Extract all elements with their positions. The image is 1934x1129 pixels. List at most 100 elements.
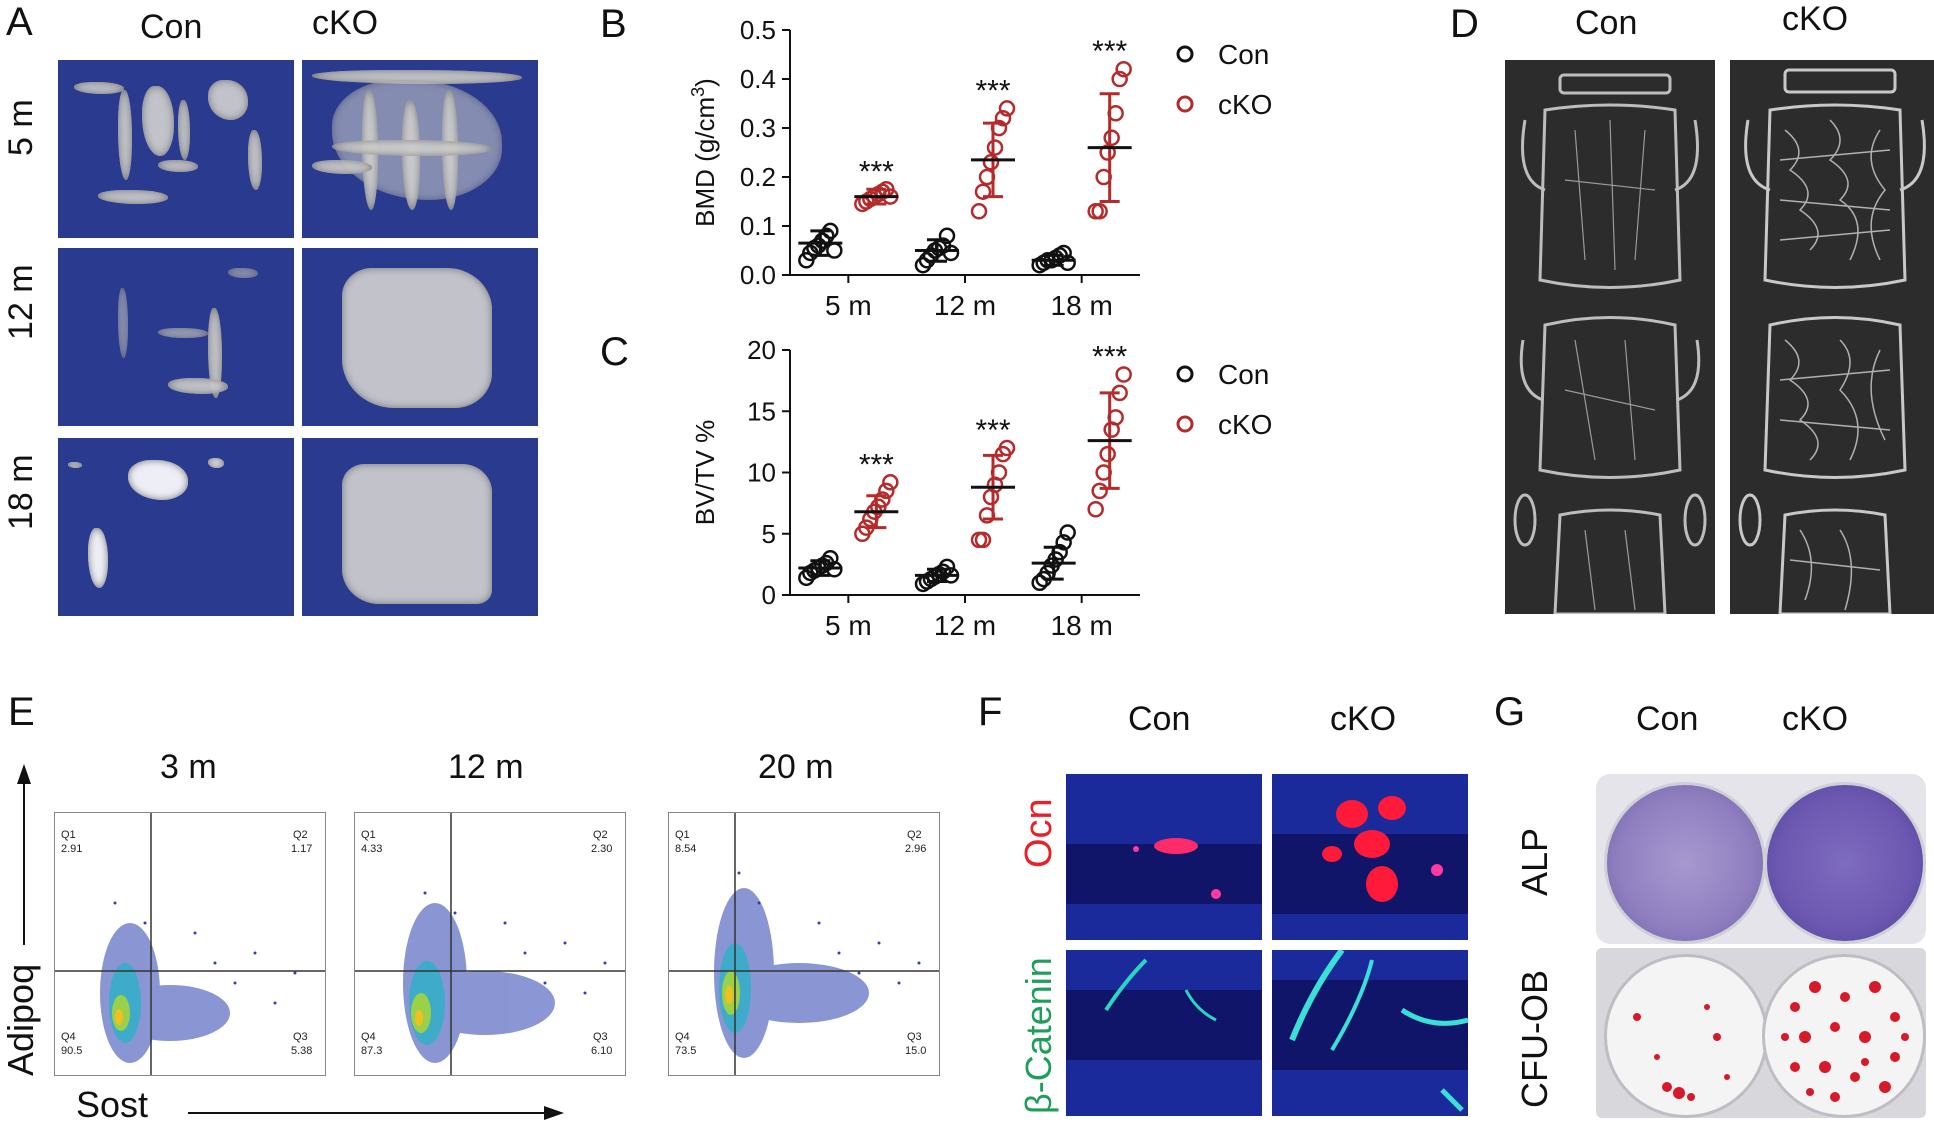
q3-value: 6.10 — [591, 1045, 613, 1057]
data-point — [942, 244, 960, 262]
data-point — [1095, 464, 1112, 481]
bmd-chart: 0.0 0.1 0.2 0.3 0.4 0.5 5 m 12 m 18 m BMD (g/cm3)… — [688, 20, 1272, 321]
legend-marker — [1176, 95, 1194, 113]
data-point — [994, 109, 1012, 127]
facs-plot-12m: Q1 4.33 Q2 2.30 Q4 87.3 Q3 6.10 — [354, 812, 626, 1076]
data-point — [974, 531, 992, 549]
significance-marker: *** — [975, 414, 1010, 447]
panel-f-con-label: Con — [1128, 700, 1191, 738]
data-point — [1095, 168, 1112, 186]
x-tick-label: 18 m — [1051, 610, 1113, 641]
q2-value: 1.17 — [291, 843, 313, 855]
panel-d-con-label: Con — [1575, 4, 1638, 42]
y-tick-label: 0.5 — [740, 20, 776, 45]
panel-letter-g: G — [1494, 690, 1526, 734]
panel-d-cko-label: cKO — [1782, 0, 1849, 38]
data-point — [998, 439, 1016, 457]
data-point — [974, 183, 992, 200]
vertebra-ct-con — [1505, 60, 1715, 614]
q4-value: 87.3 — [361, 1045, 383, 1057]
alp-plate — [1596, 774, 1926, 944]
significance-marker: *** — [1092, 341, 1127, 374]
significance-marker: *** — [1092, 35, 1127, 68]
q4-value: 90.5 — [61, 1045, 83, 1057]
q4-label: Q4 — [61, 1031, 76, 1043]
data-point — [990, 119, 1008, 137]
legend-label: Con — [1218, 359, 1269, 390]
x-tick-label: 18 m — [1051, 290, 1113, 321]
data-point — [978, 168, 996, 186]
data-point — [978, 507, 996, 524]
panel-g-cko-label: cKO — [1782, 700, 1849, 738]
micro-ct-cko-18m — [302, 438, 538, 616]
data-point — [1111, 70, 1128, 88]
q4-label: Q4 — [675, 1031, 690, 1043]
data-point — [878, 482, 895, 500]
catenin-stain-cko — [1272, 950, 1468, 1116]
data-point — [822, 222, 839, 240]
alp-well-con — [1604, 782, 1766, 944]
data-point — [826, 242, 843, 259]
q1-value: 8.54 — [675, 843, 697, 855]
q1-value: 4.33 — [361, 843, 383, 855]
alp-well-cko — [1764, 782, 1926, 944]
panel-f-catenin-label: β-Catenin — [1018, 957, 1059, 1114]
data-point — [858, 519, 875, 536]
data-point — [918, 252, 936, 269]
y-tick-label: 20 — [747, 340, 776, 365]
q1-label: Q1 — [361, 829, 376, 841]
q4-label: Q4 — [361, 1031, 376, 1043]
q4-value: 73.5 — [675, 1045, 697, 1057]
facs-timepoint-20m: 20 m — [758, 748, 834, 786]
y-tick-label: 15 — [747, 396, 776, 426]
y-tick-label: 0.0 — [740, 260, 776, 290]
x-tick-label: 12 m — [934, 290, 996, 321]
y-tick-label: 0.2 — [740, 162, 776, 192]
x-tick-label: 12 m — [934, 610, 996, 641]
panel-g-alp-label: ALP — [1514, 827, 1555, 896]
data-point — [1107, 409, 1124, 426]
q3-value: 5.38 — [291, 1045, 313, 1057]
q2-value: 2.96 — [905, 843, 927, 855]
micro-ct-con-12m — [58, 248, 294, 426]
data-point — [938, 227, 956, 245]
panel-letter-d: D — [1450, 2, 1479, 46]
data-point — [1051, 543, 1068, 561]
panel-letter-a: A — [6, 0, 33, 44]
panel-letter-c: C — [600, 330, 629, 374]
panel-a-row-label-18m: 18 m — [2, 454, 40, 530]
data-point — [1099, 445, 1116, 463]
y-tick-label: 0 — [762, 580, 776, 610]
facs-plot-3m: Q1 2.91 Q2 1.17 Q4 90.5 Q3 5.38 — [54, 812, 326, 1076]
panel-f-ocn-label: Ocn — [1018, 798, 1060, 868]
legend-label: Con — [1218, 39, 1269, 70]
q2-label: Q2 — [293, 829, 308, 841]
facs-timepoint-12m: 12 m — [448, 748, 524, 786]
legend-marker — [1176, 45, 1194, 63]
q3-value: 15.0 — [905, 1045, 927, 1057]
panel-g-con-label: Con — [1636, 700, 1699, 738]
y-tick-label: 5 — [762, 519, 776, 549]
data-point — [934, 563, 952, 580]
data-point — [982, 154, 1000, 171]
panel-letter-b: B — [600, 2, 627, 46]
micro-ct-con-18m — [58, 438, 294, 616]
data-point — [1031, 574, 1048, 591]
data-point — [874, 491, 891, 508]
data-point — [1099, 144, 1116, 161]
facs-y-axis-label: Adipoq — [0, 963, 41, 1076]
micro-ct-cko-12m — [302, 248, 538, 426]
q1-value: 2.91 — [61, 843, 83, 855]
facs-x-axis-label: Sost — [76, 1084, 149, 1125]
y-axis-label: BMD (g/cm3) — [688, 78, 720, 227]
significance-marker: *** — [859, 448, 894, 481]
y-tick-label: 0.4 — [740, 64, 776, 94]
panel-letter-e: E — [8, 690, 35, 734]
legend-marker — [1176, 365, 1194, 383]
data-point — [882, 474, 899, 491]
data-point — [990, 464, 1008, 481]
data-point — [1107, 105, 1124, 122]
panel-letter-f: F — [978, 690, 1003, 734]
legend-label: cKO — [1218, 89, 1272, 120]
data-point — [814, 232, 831, 249]
